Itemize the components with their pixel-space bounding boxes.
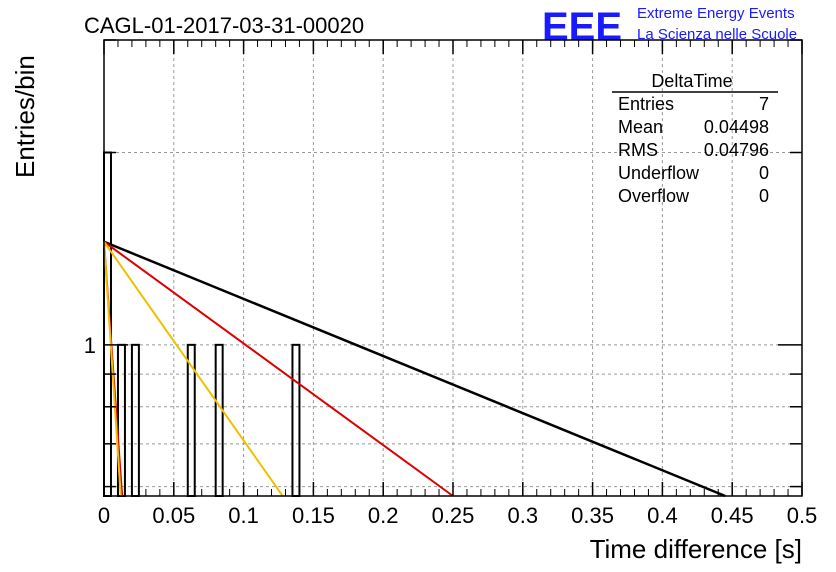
stats-value: 0: [759, 163, 769, 183]
fit-line: [103, 240, 726, 498]
y-axis-label: Entries/bin: [10, 55, 40, 178]
logo-mark: EEE: [542, 5, 622, 49]
logo-line1: Extreme Energy Events: [637, 5, 795, 22]
logo-line2: La Scienza nelle Scuole: [637, 26, 797, 43]
grid: [104, 40, 802, 496]
chart-title: CAGL-01-2017-03-31-00020: [84, 13, 364, 38]
stats-label: Overflow: [618, 186, 690, 206]
x-tick-label: 0.3: [508, 503, 539, 528]
stats-label: Entries: [618, 94, 674, 114]
fit-lines: [103, 240, 726, 498]
histogram-bar: [214, 343, 224, 497]
histogram-bar: [291, 343, 301, 497]
x-tick-label: 0.4: [647, 503, 678, 528]
fit-line: [103, 241, 284, 497]
x-tick-labels: 0 0.05 0.1 0.15 0.2 0.25 0.3 0.35 0.4 0.45 0.5: [98, 503, 817, 528]
x-tick-label: 0.1: [228, 503, 259, 528]
x-tick-label: 0.5: [787, 503, 818, 528]
y-tick-labels: 1: [84, 333, 96, 358]
histogram-bar: [130, 343, 140, 497]
eee-logo: EEE Extreme Energy Events La Scienza nel…: [542, 5, 797, 49]
stats-title: DeltaTime: [651, 71, 732, 91]
x-tick-label: 0.45: [711, 503, 754, 528]
stats-label: RMS: [618, 140, 658, 160]
x-tick-label: 0.25: [432, 503, 475, 528]
x-tick-label: 0: [98, 503, 110, 528]
x-tick-label: 0.15: [292, 503, 335, 528]
y-tick-label: 1: [84, 333, 96, 358]
stats-value: 0: [759, 186, 769, 206]
stats-label: Mean: [618, 117, 663, 137]
fit-line: [103, 241, 122, 497]
plot-frame: [103, 39, 803, 497]
x-axis-label: Time difference [s]: [590, 534, 802, 564]
x-tick-label: 0.2: [368, 503, 399, 528]
x-tick-label: 0.35: [571, 503, 614, 528]
stats-box: DeltaTime Entries 7 Mean 0.04498 RMS 0.04796U…: [612, 71, 778, 206]
stats-label: Underflow: [618, 163, 700, 183]
stats-value: 7: [759, 94, 769, 114]
histogram-bars: [103, 151, 301, 497]
stats-value: 0.04796: [704, 140, 769, 160]
fit-line: [103, 240, 454, 497]
stats-value: 0.04498: [704, 117, 769, 137]
x-tick-label: 0.05: [152, 503, 195, 528]
